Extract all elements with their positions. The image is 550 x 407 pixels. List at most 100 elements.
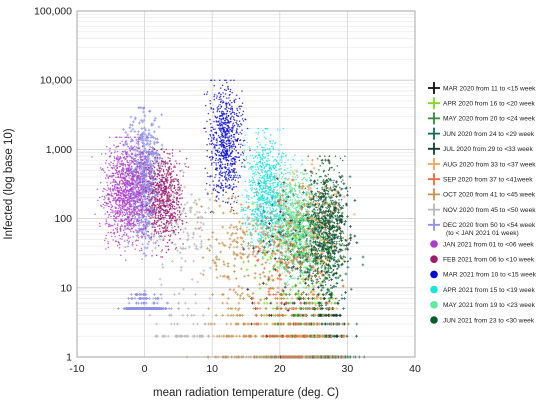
data-point	[236, 228, 239, 231]
data-point	[138, 148, 140, 150]
data-point	[133, 192, 135, 194]
data-point	[153, 130, 156, 133]
data-point	[120, 228, 122, 230]
data-point	[267, 314, 270, 317]
data-point	[112, 225, 114, 227]
data-point	[334, 302, 337, 305]
data-point	[300, 293, 303, 296]
data-point	[156, 297, 159, 300]
data-point	[114, 193, 116, 195]
data-point	[268, 270, 271, 273]
data-point	[142, 175, 144, 177]
data-point	[124, 191, 126, 193]
data-point	[122, 200, 124, 202]
data-point	[119, 143, 121, 145]
data-point	[242, 240, 245, 243]
data-point	[110, 209, 112, 211]
data-point	[114, 184, 116, 186]
data-point	[121, 189, 123, 191]
data-point	[124, 180, 126, 182]
data-point	[141, 194, 143, 196]
data-point	[156, 240, 158, 242]
data-point	[196, 248, 199, 251]
data-point	[108, 178, 110, 180]
data-point	[130, 229, 132, 231]
data-point	[131, 243, 134, 246]
data-point	[181, 257, 184, 260]
data-point	[216, 335, 219, 338]
data-point	[129, 180, 131, 182]
data-point	[140, 302, 143, 305]
data-point	[124, 131, 127, 134]
data-point	[179, 170, 181, 172]
data-point	[265, 261, 268, 264]
data-point	[343, 297, 346, 300]
data-point	[347, 266, 350, 269]
data-point	[166, 252, 168, 254]
data-point	[154, 227, 156, 229]
data-point	[120, 187, 122, 189]
data-point	[207, 307, 210, 310]
data-point	[261, 263, 264, 266]
data-point	[126, 204, 128, 206]
data-point	[151, 197, 153, 199]
data-point	[362, 256, 365, 259]
data-point	[169, 230, 171, 232]
data-point	[115, 199, 117, 201]
data-point	[133, 186, 135, 188]
data-point	[182, 171, 185, 174]
data-point	[128, 211, 130, 213]
data-point	[118, 188, 120, 190]
data-point	[159, 228, 161, 230]
data-point	[117, 307, 120, 310]
data-point	[135, 168, 137, 170]
data-point	[161, 263, 164, 266]
data-point	[125, 180, 127, 182]
data-point	[136, 191, 138, 193]
data-point	[131, 212, 133, 214]
data-point	[227, 307, 230, 310]
data-point	[171, 168, 173, 170]
data-point	[104, 188, 106, 190]
data-point	[126, 154, 128, 156]
data-point	[204, 188, 207, 191]
data-point	[119, 247, 121, 249]
data-point	[247, 242, 250, 245]
data-point	[110, 202, 112, 204]
data-point	[110, 211, 112, 213]
data-point	[119, 206, 121, 208]
data-point	[327, 267, 330, 270]
data-point	[240, 203, 243, 206]
data-point	[111, 209, 113, 211]
data-point	[126, 200, 128, 202]
data-point	[160, 293, 163, 296]
data-point	[144, 212, 146, 214]
data-point	[136, 194, 138, 196]
data-point	[109, 136, 111, 138]
data-point	[132, 179, 134, 181]
data-point	[247, 274, 250, 277]
data-point	[115, 202, 117, 204]
data-point	[299, 314, 302, 317]
data-point	[161, 158, 163, 160]
data-point	[137, 171, 139, 173]
data-point	[160, 297, 163, 300]
data-point	[131, 166, 133, 168]
data-point	[355, 241, 358, 244]
data-point	[116, 165, 118, 167]
data-point	[144, 183, 146, 185]
data-point	[140, 209, 142, 211]
data-point	[104, 205, 106, 207]
data-point	[140, 193, 142, 195]
data-point	[119, 172, 121, 174]
data-point	[234, 257, 237, 260]
data-point	[310, 314, 313, 317]
data-point	[120, 214, 122, 216]
data-point	[144, 170, 146, 172]
data-point	[164, 212, 166, 214]
data-point	[227, 265, 230, 268]
data-point	[127, 297, 130, 300]
data-point	[133, 220, 135, 222]
data-point	[132, 120, 135, 123]
data-point	[103, 170, 105, 172]
